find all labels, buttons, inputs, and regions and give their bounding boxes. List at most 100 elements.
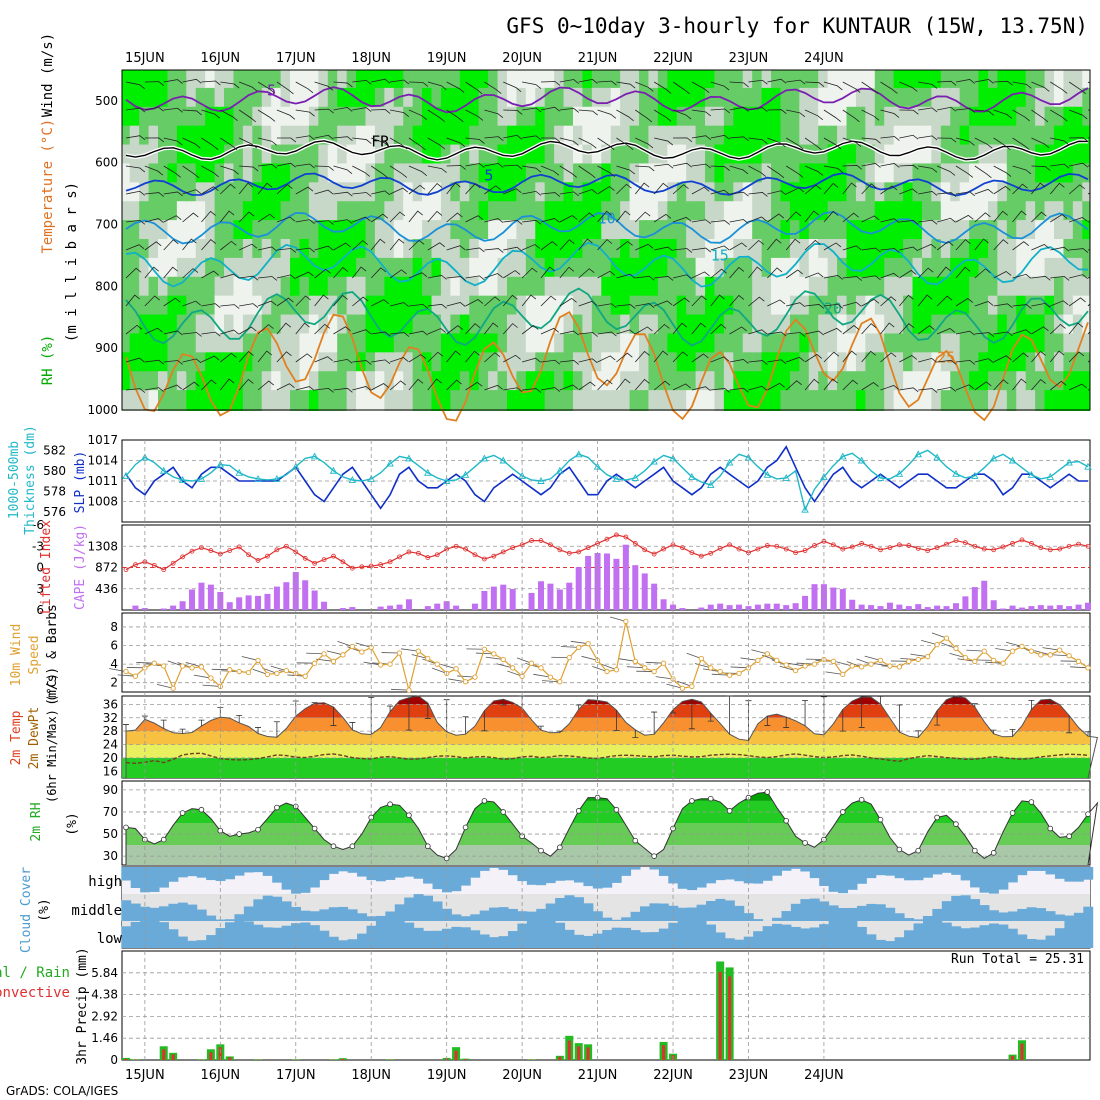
- credit-label: GrADS: COLA/IGES: [6, 1084, 118, 1098]
- wind-barb: [1068, 297, 1086, 307]
- rh-cell: [1063, 333, 1075, 355]
- temp-minmax-bar: [424, 703, 431, 719]
- rh-cell: [544, 144, 557, 166]
- cloud-bar: [790, 926, 801, 948]
- wind-barb: [484, 384, 503, 391]
- wind-ylabel-1: 10m Wind: [9, 624, 24, 687]
- cloud-bar: [177, 867, 188, 878]
- cape-bar: [566, 582, 573, 610]
- cloud-level-high: high: [88, 874, 122, 890]
- rh-cell: [667, 239, 679, 260]
- rh-cell: [987, 352, 1000, 374]
- rh-cell: [337, 87, 349, 109]
- rh-cell: [591, 333, 604, 355]
- rh-cell: [384, 390, 396, 411]
- rh-cell: [950, 201, 962, 223]
- rh-cell: [893, 201, 906, 223]
- wind10m-point: [547, 674, 554, 680]
- rh-cell: [478, 276, 491, 298]
- rh-cell: [318, 70, 330, 90]
- wind-barb: [993, 165, 1012, 177]
- li-point: [953, 538, 959, 543]
- rh-cell: [818, 125, 830, 147]
- rh-cell: [1072, 144, 1085, 166]
- rh-cell: [214, 220, 227, 241]
- wind-barb: [616, 329, 636, 335]
- li-point: [651, 551, 657, 557]
- rh-cell: [705, 390, 717, 411]
- wind-barb: [899, 164, 919, 170]
- rh2m-point: [972, 847, 978, 854]
- rh-cell: [205, 314, 217, 336]
- rh-cell: [469, 333, 481, 355]
- wind10m-point: [198, 664, 205, 670]
- rh-cell: [356, 125, 368, 147]
- rh-cell: [761, 70, 774, 90]
- rh-cell: [205, 125, 217, 147]
- rh-cell: [921, 144, 934, 166]
- rh-cell: [855, 352, 868, 374]
- cloud-level-middle: middle: [71, 903, 122, 919]
- rh-cell: [271, 295, 283, 317]
- wind-barb: [125, 165, 146, 173]
- rh-cell: [667, 201, 679, 223]
- wind-barb: [804, 210, 820, 223]
- rh-cell: [978, 390, 990, 411]
- li-point: [1085, 543, 1091, 549]
- cloud-bar: [772, 867, 782, 876]
- rh-cell: [525, 106, 538, 128]
- rh-cell: [356, 295, 368, 317]
- wind-barb: [1012, 352, 1029, 363]
- wind-barb: [484, 185, 502, 195]
- rh-cell: [308, 257, 321, 279]
- rh-cell: [752, 125, 764, 147]
- wind-barb: [220, 329, 239, 335]
- rh-cell: [639, 239, 651, 260]
- rh-cell: [1063, 295, 1075, 317]
- rh-cell: [893, 257, 906, 279]
- wind-barb: [974, 212, 991, 223]
- li-point: [812, 543, 817, 548]
- rh-cell: [723, 333, 736, 355]
- wind-barb: [974, 332, 994, 337]
- wind-barb: [125, 81, 145, 90]
- rh-cell: [261, 201, 274, 223]
- wind-barb: [502, 294, 518, 307]
- rh-cell: [233, 220, 245, 241]
- rh-cell: [308, 276, 321, 298]
- wind-barb: [389, 238, 405, 251]
- rh-cell: [346, 144, 359, 166]
- cloud-bar: [234, 914, 245, 921]
- wind-barb: [333, 358, 353, 364]
- wind-barb: [144, 327, 163, 335]
- rh-cell: [318, 276, 330, 298]
- wind-barb: [352, 79, 372, 85]
- wind-barb: [503, 81, 522, 92]
- rh-cell: [384, 70, 396, 90]
- rh-cell: [950, 390, 962, 411]
- rh-cell: [686, 390, 698, 411]
- cloud-bar: [809, 867, 820, 879]
- rh-cell: [969, 125, 981, 147]
- pressure-tick: 700: [95, 218, 118, 232]
- cloud-bar: [121, 900, 132, 921]
- rh-cell: [572, 106, 585, 128]
- li-point: [1000, 544, 1006, 550]
- rh-cell: [261, 333, 274, 355]
- rh-cell: [318, 333, 330, 355]
- rh-cell: [620, 106, 632, 128]
- wind-barb: [767, 331, 787, 337]
- wind-barb: [861, 323, 877, 335]
- wind-barb: [1031, 244, 1050, 251]
- rh-cell: [403, 352, 415, 374]
- day-label-bottom: 19JUN: [427, 1068, 467, 1083]
- rh-cell: [667, 125, 679, 147]
- wind-barb: [239, 137, 258, 149]
- rh-cell: [827, 352, 840, 374]
- wind10m-point: [387, 661, 393, 667]
- rh-cell: [554, 87, 566, 109]
- rh-cell: [525, 163, 538, 185]
- rh-cell: [771, 333, 783, 355]
- wind10m-barb: [645, 661, 664, 664]
- rh-cell: [318, 390, 330, 411]
